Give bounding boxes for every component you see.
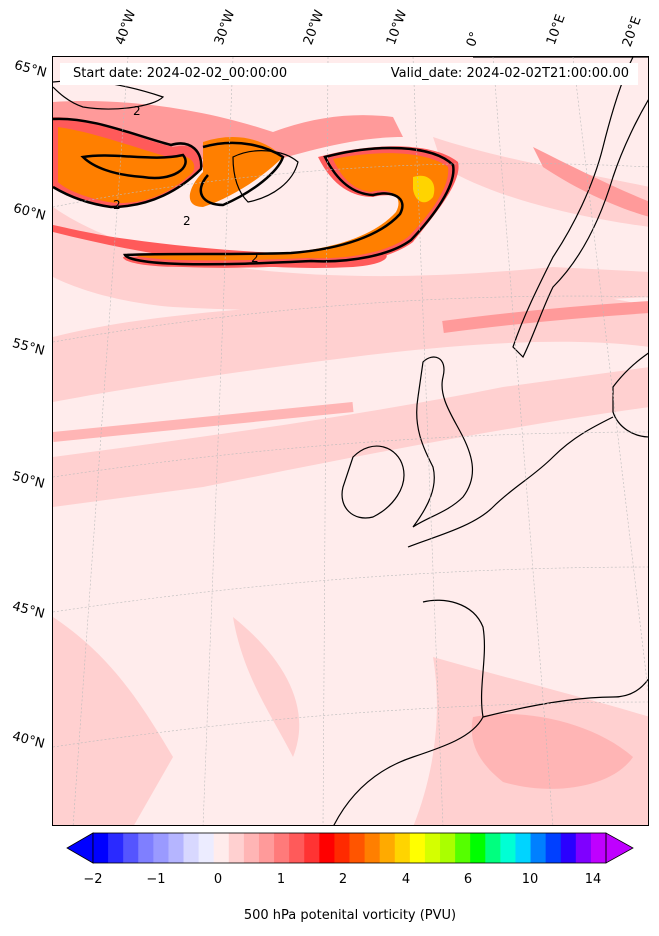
colorbar-segment: [575, 833, 592, 863]
colorbar-segment: [515, 833, 532, 863]
colorbar-segment: [123, 833, 139, 863]
colorbar-segment: [455, 833, 471, 863]
lon-label-40w: 40°W: [112, 8, 140, 47]
colorbar-segment: [289, 833, 305, 863]
contour-label: 2: [251, 251, 259, 265]
colorbar-segment: [530, 833, 547, 863]
colorbar-segment: [243, 833, 260, 863]
colorbar-segment: [485, 833, 501, 863]
lon-label-10e: 10°E: [543, 12, 569, 48]
colorbar-tick: 14: [584, 872, 602, 887]
colorbar-tick: 0: [213, 872, 223, 887]
colorbar-tick: −2: [83, 872, 103, 887]
lat-label-65n: 65°N: [12, 58, 49, 81]
colorbar-segment: [470, 833, 486, 863]
colorbar-segment: [319, 833, 335, 863]
colorbar-segment: [213, 833, 230, 863]
lon-label-30w: 30°W: [211, 8, 239, 47]
start-date-label: Start date: 2024-02-02_00:00:00: [73, 66, 288, 81]
colorbar-segment: [379, 833, 396, 863]
lat-label-40n: 40°N: [10, 729, 47, 752]
header-band: [60, 63, 638, 85]
lon-label-20e: 20°E: [619, 14, 645, 50]
colorbar-tick: 6: [463, 872, 473, 887]
colorbar-segment: [274, 833, 290, 863]
colorbar-tick: 1: [276, 872, 286, 887]
colorbar-segment: [228, 833, 245, 863]
colorbar-segment: [334, 833, 350, 863]
colorbar-segment: [500, 833, 516, 863]
colorbar-segment: [304, 833, 320, 863]
colorbar-tick: 4: [401, 872, 411, 887]
pv-field: 2 2 2 2: [53, 57, 648, 825]
lat-label-50n: 50°N: [10, 469, 47, 492]
colorbar-segment: [93, 833, 109, 863]
colorbar-arrow-high: [605, 832, 634, 864]
colorbar-tick: 10: [521, 872, 539, 887]
colorbar-segment: [560, 833, 577, 863]
colorbar-segment: [153, 833, 169, 863]
colorbar-segment: [168, 833, 185, 863]
contour-label: 2: [183, 214, 191, 228]
colorbar-segment: [424, 833, 441, 863]
colorbar-segment: [198, 833, 215, 863]
colorbar-segment: [364, 833, 381, 863]
colorbar-segment: [108, 833, 124, 863]
lat-label-45n: 45°N: [10, 599, 47, 622]
lon-label-20w: 20°W: [300, 8, 328, 47]
colorbar: [66, 832, 634, 864]
valid-date-label: Valid_date: 2024-02-02T21:00:00.00: [390, 66, 629, 81]
colorbar-border: [92, 832, 607, 864]
colorbar-segment: [409, 833, 426, 863]
map-panel: 2 2 2 2: [52, 56, 649, 826]
colorbar-segment: [349, 833, 366, 863]
colorbar-segment: [258, 833, 275, 863]
colorbar-segment: [440, 833, 456, 863]
lon-label-10w: 10°W: [383, 8, 411, 47]
contour-label: 2: [113, 198, 121, 212]
colorbar-label: 500 hPa potenital vorticity (PVU): [243, 908, 457, 923]
colorbar-segment: [545, 833, 562, 863]
colorbar-tick: −1: [146, 872, 166, 887]
colorbar-tick: 2: [338, 872, 348, 887]
colorbar-segment: [590, 833, 607, 863]
colorbar-segment: [183, 833, 200, 863]
colorbar-segment: [394, 833, 411, 863]
lat-label-60n: 60°N: [11, 201, 48, 224]
lat-label-55n: 55°N: [10, 336, 47, 359]
contour-label: 2: [133, 104, 141, 118]
colorbar-arrow-low: [66, 832, 94, 864]
colorbar-segment: [138, 833, 154, 863]
lon-label-0: 0°: [463, 29, 484, 49]
